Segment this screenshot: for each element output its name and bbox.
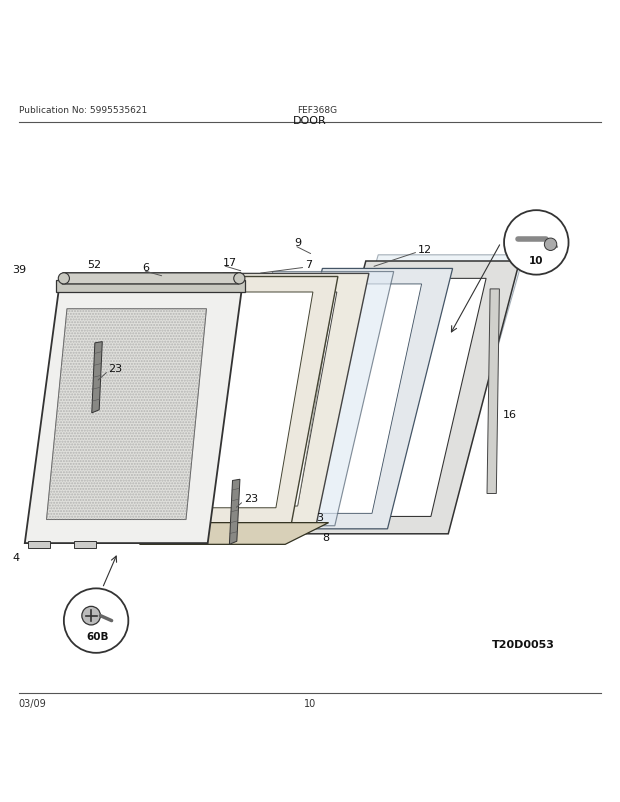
Polygon shape: [25, 290, 242, 544]
Polygon shape: [56, 281, 245, 293]
Polygon shape: [229, 480, 240, 545]
Polygon shape: [214, 272, 394, 526]
Text: 4: 4: [12, 553, 19, 563]
Circle shape: [504, 211, 569, 275]
Text: 60B: 60B: [86, 631, 108, 642]
Circle shape: [58, 273, 69, 285]
Circle shape: [64, 589, 128, 653]
Text: Publication No: 5995535621: Publication No: 5995535621: [19, 106, 147, 115]
Text: 52: 52: [87, 259, 101, 269]
Polygon shape: [62, 273, 241, 285]
Polygon shape: [257, 269, 453, 529]
Text: 23: 23: [108, 363, 123, 373]
Polygon shape: [140, 277, 338, 524]
Polygon shape: [189, 293, 337, 506]
Text: FEF368G: FEF368G: [298, 106, 338, 115]
Text: 23: 23: [244, 493, 258, 504]
Polygon shape: [74, 541, 96, 549]
Text: 10: 10: [304, 699, 316, 708]
Polygon shape: [28, 541, 50, 549]
Polygon shape: [312, 279, 486, 516]
Text: 03/09: 03/09: [19, 699, 46, 708]
Polygon shape: [46, 310, 206, 520]
Circle shape: [82, 606, 100, 626]
Text: DOOR: DOOR: [293, 116, 327, 126]
Polygon shape: [92, 342, 102, 413]
Text: 8: 8: [322, 533, 330, 542]
Text: 6: 6: [143, 263, 149, 273]
Circle shape: [234, 273, 245, 285]
Circle shape: [544, 239, 557, 251]
Text: 7: 7: [306, 260, 312, 269]
Polygon shape: [170, 274, 369, 525]
Text: eReplacementParts.com: eReplacementParts.com: [242, 415, 378, 424]
Text: 9: 9: [294, 238, 301, 248]
Text: 12: 12: [418, 245, 432, 254]
Text: 10: 10: [529, 256, 544, 265]
Text: 3: 3: [316, 512, 323, 522]
Text: T20D0053: T20D0053: [492, 639, 555, 650]
Polygon shape: [294, 261, 520, 534]
Text: 39: 39: [12, 264, 27, 274]
Polygon shape: [155, 293, 313, 508]
Text: 16: 16: [502, 409, 516, 419]
Polygon shape: [301, 256, 524, 528]
Polygon shape: [140, 523, 329, 545]
Text: 17: 17: [223, 258, 237, 268]
Polygon shape: [273, 285, 422, 514]
Polygon shape: [487, 290, 500, 494]
Polygon shape: [189, 293, 335, 506]
